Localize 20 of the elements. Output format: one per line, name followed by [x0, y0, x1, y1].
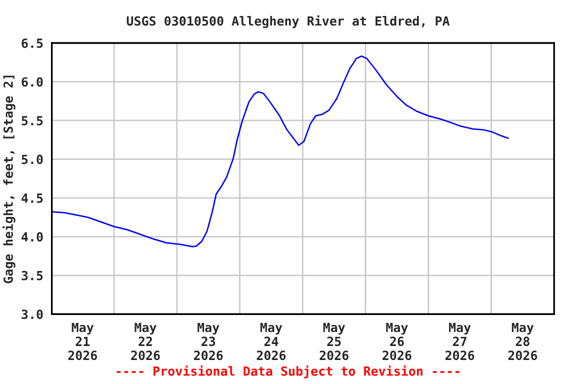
y-tick-label: 3.0 [22, 310, 43, 320]
x-tick-label: May 24 2026 [256, 322, 286, 360]
y-tick-label: 6.0 [22, 77, 43, 87]
text: ---- Provisional Data Subject to Revision ---- [116, 365, 460, 378]
x-tick-label: May 27 2026 [445, 322, 474, 360]
x-tick-label: May 23 2026 [194, 322, 223, 360]
y-tick-label: 6.5 [22, 38, 43, 48]
y-axis-title: Gage height, feet, [Stage 2] [2, 76, 16, 284]
y-tick-label: 3.5 [22, 270, 43, 280]
y-tick-label: 4.5 [22, 194, 43, 203]
x-tick-label: May 28 2026 [508, 322, 538, 360]
x-tick-label: May 21 2026 [68, 322, 97, 360]
x-tick-label: May 25 2026 [320, 322, 348, 360]
x-tick-label: May 26 2026 [382, 322, 412, 360]
line-series [52, 55, 509, 248]
y-tick-label: 5.5 [22, 116, 43, 126]
y-tick-label: 4.0 [22, 232, 43, 242]
x-tick-label: May 22 2026 [131, 322, 160, 360]
chart-title: USGS 03010500 Allegheny River at Eldred, PA [126, 15, 450, 28]
y-tick-label: 5.0 [22, 154, 43, 164]
